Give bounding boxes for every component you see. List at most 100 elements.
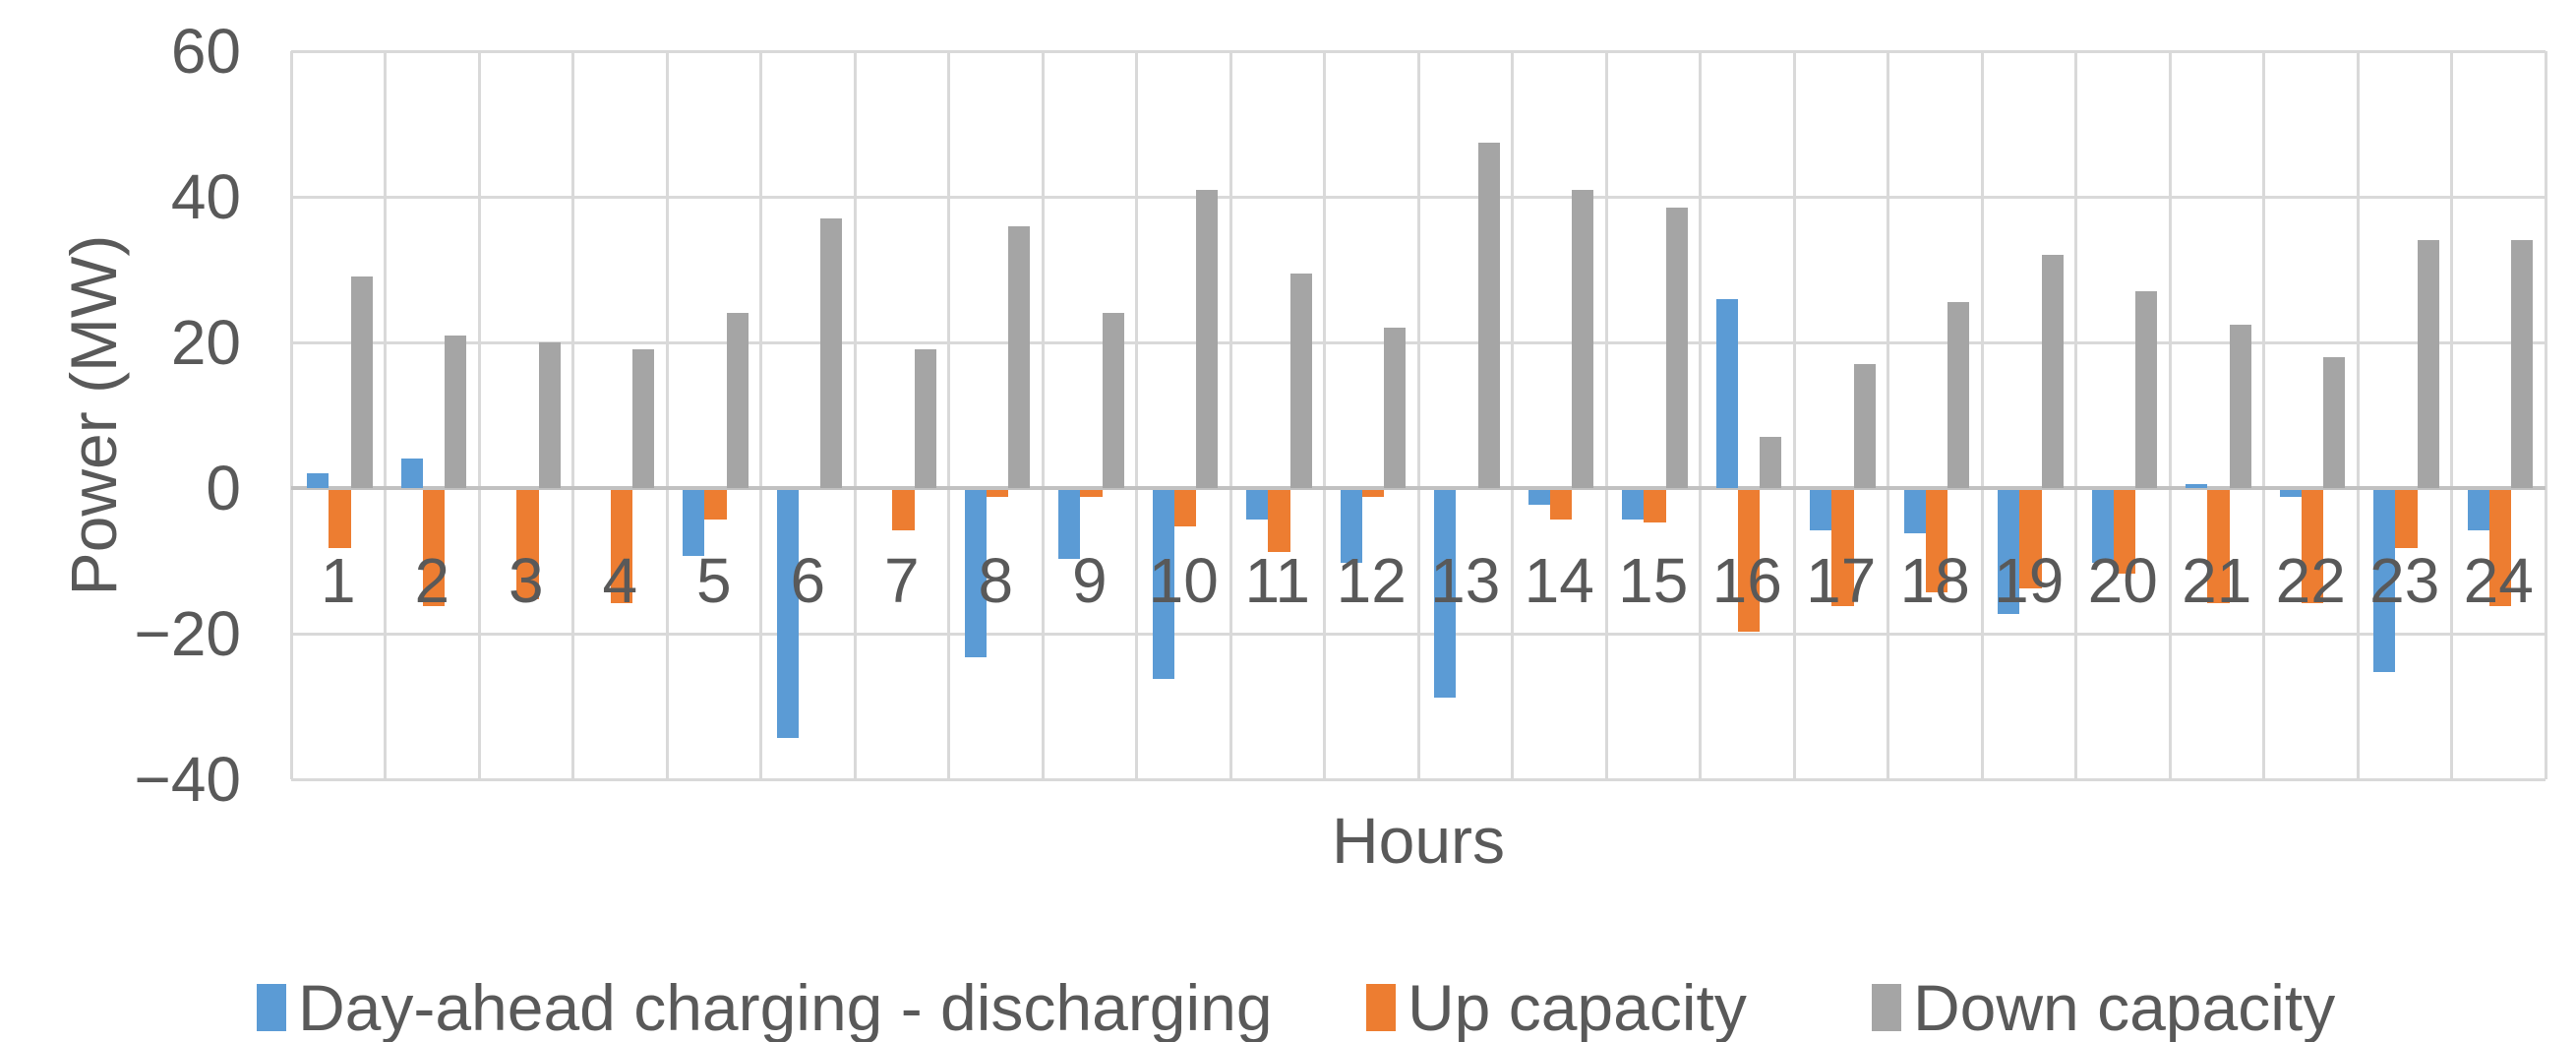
bar-day-ahead-charging-discharging-hour-14 <box>1528 490 1550 505</box>
bar-up-capacity-hour-22 <box>2301 490 2324 603</box>
gridline-x-11 <box>1323 51 1326 779</box>
bar-down-capacity-hour-14 <box>1572 189 1594 488</box>
x-axis-zero-line <box>291 486 2546 490</box>
gridline-x-5 <box>759 51 762 779</box>
bar-up-capacity-hour-19 <box>2019 490 2042 588</box>
gridline-x-15 <box>1699 51 1702 779</box>
gridline-x-4 <box>665 51 669 779</box>
legend-swatch-up-capacity <box>1366 984 1396 1031</box>
x-tick-label-12: 12 <box>1336 545 1407 616</box>
bar-down-capacity-hour-3 <box>538 342 561 488</box>
legend-item-up-capacity: Up capacity <box>1366 970 1747 1042</box>
bar-day-ahead-charging-discharging-hour-2 <box>400 459 423 488</box>
gridline-x-7 <box>947 51 950 779</box>
x-tick-label-23: 23 <box>2369 545 2440 616</box>
x-tick-label-22: 22 <box>2275 545 2346 616</box>
bar-up-capacity-hour-21 <box>2207 490 2230 603</box>
legend-swatch-day-ahead <box>257 984 286 1031</box>
bar-day-ahead-charging-discharging-hour-19 <box>1998 490 2020 614</box>
x-tick-label-16: 16 <box>1711 545 1782 616</box>
gridline-x-23 <box>2450 51 2453 779</box>
bar-day-ahead-charging-discharging-hour-15 <box>1622 490 1645 520</box>
legend-swatch-down-capacity <box>1872 984 1901 1031</box>
bar-up-capacity-hour-1 <box>329 490 351 549</box>
legend-label-up-capacity: Up capacity <box>1408 971 1747 1042</box>
x-tick-label-19: 19 <box>1994 545 2065 616</box>
bar-day-ahead-charging-discharging-hour-24 <box>2467 490 2489 530</box>
y-tick-label-20: 20 <box>170 307 241 378</box>
bar-day-ahead-charging-discharging-hour-23 <box>2373 490 2396 672</box>
bar-up-capacity-hour-3 <box>516 490 539 599</box>
bar-down-capacity-hour-2 <box>445 335 467 488</box>
bar-up-capacity-hour-14 <box>1549 490 1573 520</box>
bar-down-capacity-hour-8 <box>1008 225 1031 488</box>
bar-down-capacity-hour-19 <box>2041 255 2064 488</box>
plot-area <box>289 49 2547 781</box>
x-tick-label-15: 15 <box>1618 545 1689 616</box>
bar-down-capacity-hour-6 <box>820 218 843 488</box>
x-tick-label-2: 2 <box>414 545 450 616</box>
bar-down-capacity-hour-22 <box>2323 356 2346 488</box>
bar-up-capacity-hour-20 <box>2113 490 2136 575</box>
y-tick-label--40: −40 <box>134 744 241 815</box>
x-tick-label-1: 1 <box>320 545 356 616</box>
bar-day-ahead-charging-discharging-hour-9 <box>1058 490 1081 560</box>
bar-day-ahead-charging-discharging-hour-18 <box>1903 490 1926 534</box>
y-tick-label-60: 60 <box>170 16 241 87</box>
bar-day-ahead-charging-discharging-hour-21 <box>2186 484 2208 488</box>
gridline-x-3 <box>571 51 574 779</box>
bar-day-ahead-charging-discharging-hour-22 <box>2279 490 2302 498</box>
bar-up-capacity-hour-5 <box>704 490 727 520</box>
gridline-x-18 <box>1980 51 1984 779</box>
bar-down-capacity-hour-16 <box>1760 437 1782 488</box>
bar-up-capacity-hour-17 <box>1831 490 1854 607</box>
x-tick-label-11: 11 <box>1244 545 1310 616</box>
bar-down-capacity-hour-18 <box>1947 302 1970 488</box>
x-tick-label-14: 14 <box>1524 545 1594 616</box>
bar-day-ahead-charging-discharging-hour-12 <box>1340 490 1362 563</box>
gridline-x-8 <box>1041 51 1045 779</box>
x-tick-label-3: 3 <box>508 545 544 616</box>
bar-down-capacity-hour-5 <box>726 313 749 488</box>
bar-down-capacity-hour-4 <box>632 349 655 488</box>
gridline-x-12 <box>1416 51 1420 779</box>
gridline-x-24 <box>2544 51 2547 779</box>
bar-down-capacity-hour-13 <box>1477 142 1500 488</box>
bar-down-capacity-hour-12 <box>1384 328 1407 488</box>
bar-up-capacity-hour-23 <box>2395 490 2418 549</box>
x-axis-title: Hours <box>1331 804 1506 877</box>
gridline-x-0 <box>289 51 293 779</box>
gridline-x-22 <box>2356 51 2360 779</box>
gridline-x-6 <box>853 51 857 779</box>
bar-up-capacity-hour-9 <box>1080 490 1103 498</box>
bar-down-capacity-hour-1 <box>350 276 373 488</box>
bar-down-capacity-hour-21 <box>2229 324 2251 488</box>
legend-label-day-ahead: Day-ahead charging - discharging <box>298 971 1273 1042</box>
x-tick-label-10: 10 <box>1148 545 1219 616</box>
bar-up-capacity-hour-11 <box>1268 490 1290 552</box>
bar-day-ahead-charging-discharging-hour-20 <box>2091 490 2114 563</box>
legend-item-day-ahead: Day-ahead charging - discharging <box>257 970 1273 1042</box>
gridline-x-14 <box>1604 51 1608 779</box>
bar-down-capacity-hour-10 <box>1196 189 1219 488</box>
x-tick-label-20: 20 <box>2087 545 2158 616</box>
bar-up-capacity-hour-15 <box>1644 490 1666 523</box>
gridline-x-10 <box>1228 51 1232 779</box>
x-tick-label-21: 21 <box>2182 545 2252 616</box>
x-tick-label-13: 13 <box>1430 545 1501 616</box>
bar-day-ahead-charging-discharging-hour-10 <box>1152 490 1174 680</box>
bar-down-capacity-hour-17 <box>1853 364 1876 488</box>
x-tick-label-4: 4 <box>602 545 638 616</box>
gridline-x-13 <box>1511 51 1514 779</box>
bar-up-capacity-hour-7 <box>892 490 915 530</box>
bar-up-capacity-hour-4 <box>610 490 633 603</box>
x-tick-label-6: 6 <box>790 545 826 616</box>
x-tick-label-17: 17 <box>1806 545 1877 616</box>
y-tick-label--20: −20 <box>134 598 241 669</box>
y-axis-title: Power (MW) <box>57 234 130 596</box>
bar-down-capacity-hour-15 <box>1665 208 1688 488</box>
gridline-x-16 <box>1792 51 1796 779</box>
y-tick-label-0: 0 <box>206 453 241 523</box>
bar-day-ahead-charging-discharging-hour-6 <box>776 490 799 738</box>
bar-up-capacity-hour-2 <box>422 490 446 607</box>
